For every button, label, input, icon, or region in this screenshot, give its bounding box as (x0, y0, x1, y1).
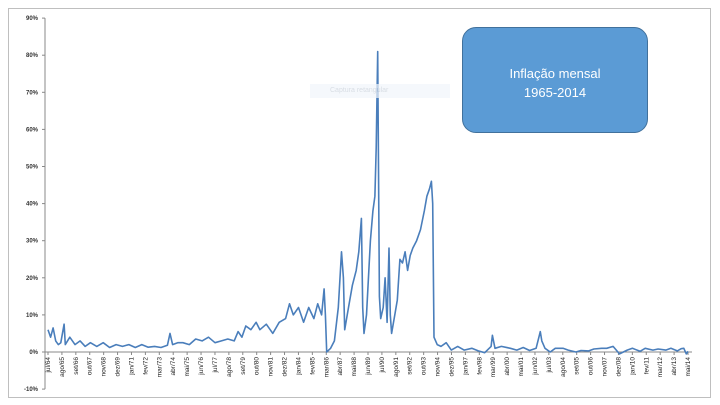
series-line (47, 50, 689, 355)
x-tick-label: fev/85 (309, 357, 316, 375)
x-tick-label: abr/87 (337, 357, 344, 376)
x-tick-label: set/92 (407, 357, 414, 375)
x-tick-label: mai/01 (518, 357, 525, 377)
y-tick-label: 70% (26, 90, 39, 96)
y-tick-label: 0% (29, 350, 38, 356)
x-tick-label: nov/07 (602, 357, 609, 377)
x-tick-label: jan/84 (295, 357, 302, 376)
x-tick-label: mar/12 (657, 357, 664, 378)
annotation-box: Inflação mensal 1965-2014 (462, 27, 648, 133)
x-tick-label: jun/02 (532, 357, 539, 376)
annotation-line1: Inflação mensal (509, 66, 601, 81)
x-tick-label: fev/98 (476, 357, 483, 375)
x-tick-label: mar/86 (323, 357, 330, 378)
y-tick-label: 20% (26, 276, 39, 282)
x-tick-label: mai/75 (184, 357, 191, 377)
x-tick-label: ago/04 (560, 357, 567, 377)
x-tick-label: ago/78 (226, 357, 233, 377)
x-tick-label: dez/08 (615, 357, 622, 377)
watermark-capture-label: Captura retangular (310, 84, 450, 98)
x-tick-label: dez/82 (282, 357, 289, 377)
x-tick-label: jul/03 (546, 357, 553, 374)
x-tick-label: dez/95 (448, 357, 455, 377)
y-tick-label: 10% (26, 313, 39, 319)
x-tick-label: abr/74 (170, 357, 177, 376)
x-tick-label: set/79 (240, 357, 247, 375)
x-tick-label: mai/14 (685, 357, 692, 377)
y-tick-label: 30% (26, 239, 39, 245)
x-tick-label: abr/13 (671, 357, 678, 376)
x-tick-label: ago/91 (393, 357, 400, 377)
y-tick-label: 80% (26, 53, 39, 59)
x-tick-label: set/05 (574, 357, 581, 375)
y-tick-label: 90% (26, 16, 39, 22)
x-tick-label: mai/88 (351, 357, 358, 377)
x-tick-label: nov/94 (435, 357, 442, 377)
y-tick-label: 60% (26, 127, 39, 133)
y-tick-label: -10% (24, 387, 39, 393)
x-tick-label: out/06 (588, 357, 595, 375)
x-tick-label: fev/72 (142, 357, 149, 375)
x-tick-label: nov/68 (101, 357, 108, 377)
x-tick-label: fev/11 (643, 357, 650, 375)
x-tick-label: jan/71 (128, 357, 135, 376)
x-tick-label: abr/00 (504, 357, 511, 376)
y-tick-label: 40% (26, 202, 39, 208)
x-tick-label: out/80 (254, 357, 261, 375)
x-tick-label: jan/10 (629, 357, 636, 376)
x-tick-label: ago/65 (59, 357, 66, 377)
x-tick-label: jul/64 (45, 357, 52, 374)
x-tick-label: jun/76 (198, 357, 205, 376)
x-tick-label: mar/73 (156, 357, 163, 378)
chart-frame (8, 8, 711, 398)
annotation-line2: 1965-2014 (523, 85, 587, 100)
x-tick-label: jun/89 (365, 357, 372, 376)
x-tick-label: jul/90 (379, 357, 386, 374)
x-tick-label: set/66 (73, 357, 80, 375)
x-tick-label: jan/97 (462, 357, 469, 376)
y-tick-label: 50% (26, 165, 39, 171)
x-tick-label: jul/77 (212, 357, 219, 374)
x-tick-label: nov/81 (268, 357, 275, 377)
x-tick-label: out/93 (421, 357, 428, 375)
x-tick-label: mar/99 (490, 357, 497, 378)
x-tick-label: out/67 (87, 357, 94, 375)
x-tick-label: dez/69 (115, 357, 122, 377)
